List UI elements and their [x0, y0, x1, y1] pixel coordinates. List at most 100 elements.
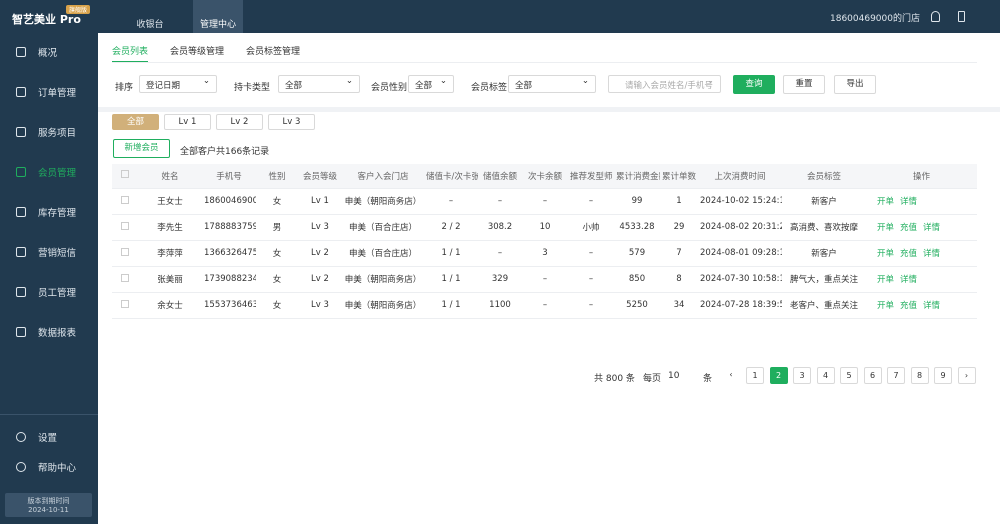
header-cell: 储值卡/次卡张数 — [424, 164, 478, 189]
cell: – — [522, 266, 568, 293]
menu-label: 帮助中心 — [38, 463, 77, 474]
action-link[interactable]: 充值 — [900, 249, 918, 259]
cell: – — [568, 188, 614, 215]
cell: 1 — [660, 188, 698, 215]
action-link[interactable]: 充值 — [900, 223, 918, 233]
action-link[interactable]: 详情 — [923, 223, 941, 233]
total: 共 800 条 — [594, 374, 635, 384]
record-count: 全部客户共166条记录 — [180, 147, 270, 157]
action-link[interactable]: 开单 — [877, 275, 895, 285]
menu-item[interactable]: 会员管理 — [0, 152, 98, 192]
level-tab[interactable]: Lv 1 — [164, 114, 211, 130]
menu-item[interactable]: 员工管理 — [0, 272, 98, 312]
page-button[interactable]: 6 — [863, 367, 882, 384]
level-tab[interactable]: 全部 — [112, 114, 159, 130]
nav-manage[interactable]: 管理中心 — [193, 0, 243, 33]
menu-item[interactable]: 库存管理 — [0, 192, 98, 232]
expiry-date: 2024-10-11 — [28, 506, 69, 514]
menu-icon — [16, 287, 26, 297]
next[interactable]: › — [957, 367, 976, 384]
menu-item[interactable]: 概况 — [0, 32, 98, 72]
menu-item[interactable]: 订单管理 — [0, 72, 98, 112]
cell: 女 — [256, 188, 298, 215]
menu-item[interactable]: 营销短信 — [0, 232, 98, 272]
checkbox[interactable] — [121, 247, 129, 256]
page-button[interactable]: 9 — [934, 367, 952, 384]
cell: 2024-07-28 18:39:53 — [698, 292, 782, 319]
menu-item[interactable]: 帮助中心 — [0, 447, 98, 487]
action-link[interactable]: 详情 — [923, 301, 941, 311]
action-link[interactable]: 开单 — [877, 249, 895, 259]
action-link[interactable]: 开单 — [877, 197, 895, 207]
level-tab[interactable]: Lv 3 — [268, 114, 315, 130]
button[interactable]: 重置 — [783, 75, 825, 94]
cell: 17888837592 — [202, 214, 256, 241]
cell: 2024-08-02 20:31:21 — [698, 214, 782, 241]
user-icon[interactable] — [931, 11, 940, 22]
device-icon[interactable] — [958, 11, 965, 22]
search-input[interactable]: 请输入会员姓名/手机号 — [608, 75, 721, 93]
cell: 李萍萍 — [138, 240, 202, 267]
menu-item[interactable]: 服务项目 — [0, 112, 98, 152]
cell: 3 — [522, 240, 568, 267]
tab[interactable]: 会员标签管理 — [246, 47, 301, 57]
store-select[interactable]: 18600469000的门店 — [830, 14, 920, 24]
action-link[interactable]: 充值 — [900, 301, 918, 311]
page-button[interactable]: 1 — [746, 367, 764, 384]
tab[interactable]: 会员列表 — [112, 44, 149, 63]
level-tab[interactable]: Lv 2 — [216, 114, 263, 130]
checkbox[interactable] — [121, 299, 129, 308]
cell: 2024-10-02 15:24:10 — [698, 188, 782, 215]
cell: 1 / 1 — [424, 292, 478, 319]
filter-select[interactable]: 全部 — [408, 75, 454, 93]
cell: 850 — [614, 266, 660, 293]
header-cell: 客户入会门店 — [342, 164, 424, 189]
menu-item[interactable]: 设置 — [0, 417, 98, 457]
menu-icon — [16, 207, 26, 217]
button[interactable]: 查询 — [733, 75, 775, 94]
filter-select[interactable]: 全部 — [278, 75, 360, 93]
action-link[interactable]: 详情 — [900, 197, 918, 207]
filter-select[interactable]: 全部 — [508, 75, 596, 93]
action-link[interactable]: 详情 — [900, 275, 918, 285]
header-cell: 会员等级 — [298, 164, 342, 189]
checkbox[interactable] — [121, 195, 129, 204]
sidebar-divider — [0, 414, 98, 415]
page-button[interactable]: 4 — [816, 367, 835, 384]
page-button[interactable]: 2 — [769, 367, 788, 384]
checkbox[interactable] — [121, 273, 129, 282]
tab[interactable]: 会员等级管理 — [170, 47, 225, 57]
cell: 女 — [256, 292, 298, 319]
page-button[interactable]: 5 — [840, 367, 858, 384]
per-page-select[interactable]: 10 — [668, 371, 680, 381]
filter-select[interactable]: 登记日期 — [139, 75, 217, 93]
checkbox[interactable] — [121, 221, 129, 230]
menu-label: 库存管理 — [38, 208, 77, 219]
cell: 女 — [256, 266, 298, 293]
page-button[interactable]: 8 — [910, 367, 929, 384]
action-link[interactable]: 开单 — [877, 223, 895, 233]
action-link[interactable]: 详情 — [923, 249, 941, 259]
cell: Lv 3 — [298, 214, 342, 241]
nav-cashier[interactable]: 收银台 — [136, 20, 164, 30]
filter-label: 会员性别 — [371, 83, 408, 93]
cell: 老客户、重点关注 — [782, 292, 866, 319]
header-cell: 操作 — [866, 164, 977, 189]
filter-label: 排序 — [115, 83, 134, 93]
member-table: 姓名手机号性别会员等级客户入会门店储值卡/次卡张数储值余额次卡余额推荐发型师累计… — [112, 164, 977, 319]
page-button[interactable]: 7 — [887, 367, 905, 384]
checkbox[interactable] — [121, 170, 129, 179]
cell: 10 — [522, 214, 568, 241]
button[interactable]: 导出 — [834, 75, 876, 94]
page-button[interactable]: 3 — [793, 367, 811, 384]
cell: Lv 2 — [298, 266, 342, 293]
cell: 1 / 1 — [424, 240, 478, 267]
action-link[interactable]: 开单 — [877, 301, 895, 311]
cell: 329 — [478, 266, 522, 293]
row-actions: 开单 详情 — [866, 266, 977, 293]
header-cell: 手机号 — [202, 164, 256, 189]
add-button[interactable]: 新增会员 — [113, 139, 170, 158]
menu-item[interactable]: 数据报表 — [0, 312, 98, 352]
prev[interactable]: ‹ — [722, 367, 740, 384]
